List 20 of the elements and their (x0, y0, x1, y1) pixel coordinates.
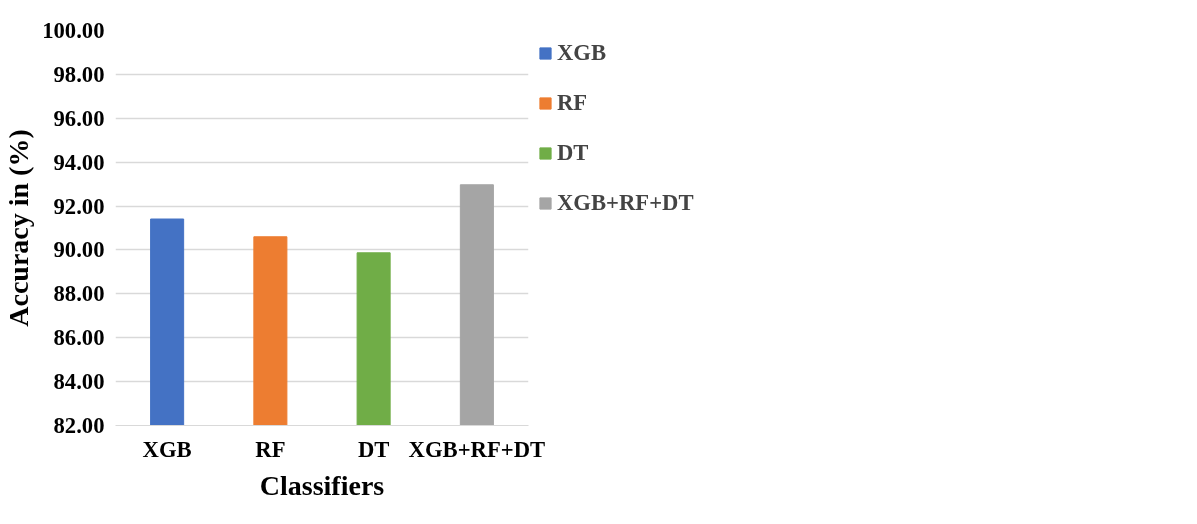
y-tick-label: 82.00 (53, 413, 105, 438)
y-tick-label: 84.00 (53, 369, 105, 395)
x-tick-label: DT (357, 436, 390, 462)
y-tick-label: 86.00 (53, 325, 105, 351)
x-tick-label: RF (255, 436, 286, 462)
y-tick-label: 100.00 (42, 18, 105, 43)
x-tick-label: XGB (142, 436, 192, 462)
legend-label: RF (557, 90, 588, 116)
legend-label: XGB (557, 40, 607, 66)
x-tick-label: XGB+RF+DT (408, 436, 546, 462)
y-tick-label: 94.00 (53, 149, 105, 175)
y-tick-label: 88.00 (53, 281, 105, 307)
y-axis-title: Accuracy in (%) (3, 129, 35, 327)
legend-label: XGB+RF+DT (557, 190, 694, 216)
y-tick-label: 92.00 (53, 193, 105, 219)
y-tick-label: 96.00 (53, 105, 105, 131)
x-axis-title: Classifiers (259, 469, 385, 501)
y-tick-label: 98.00 (53, 61, 105, 87)
y-tick-label: 90.00 (53, 237, 105, 263)
legend-label: DT (557, 140, 589, 166)
